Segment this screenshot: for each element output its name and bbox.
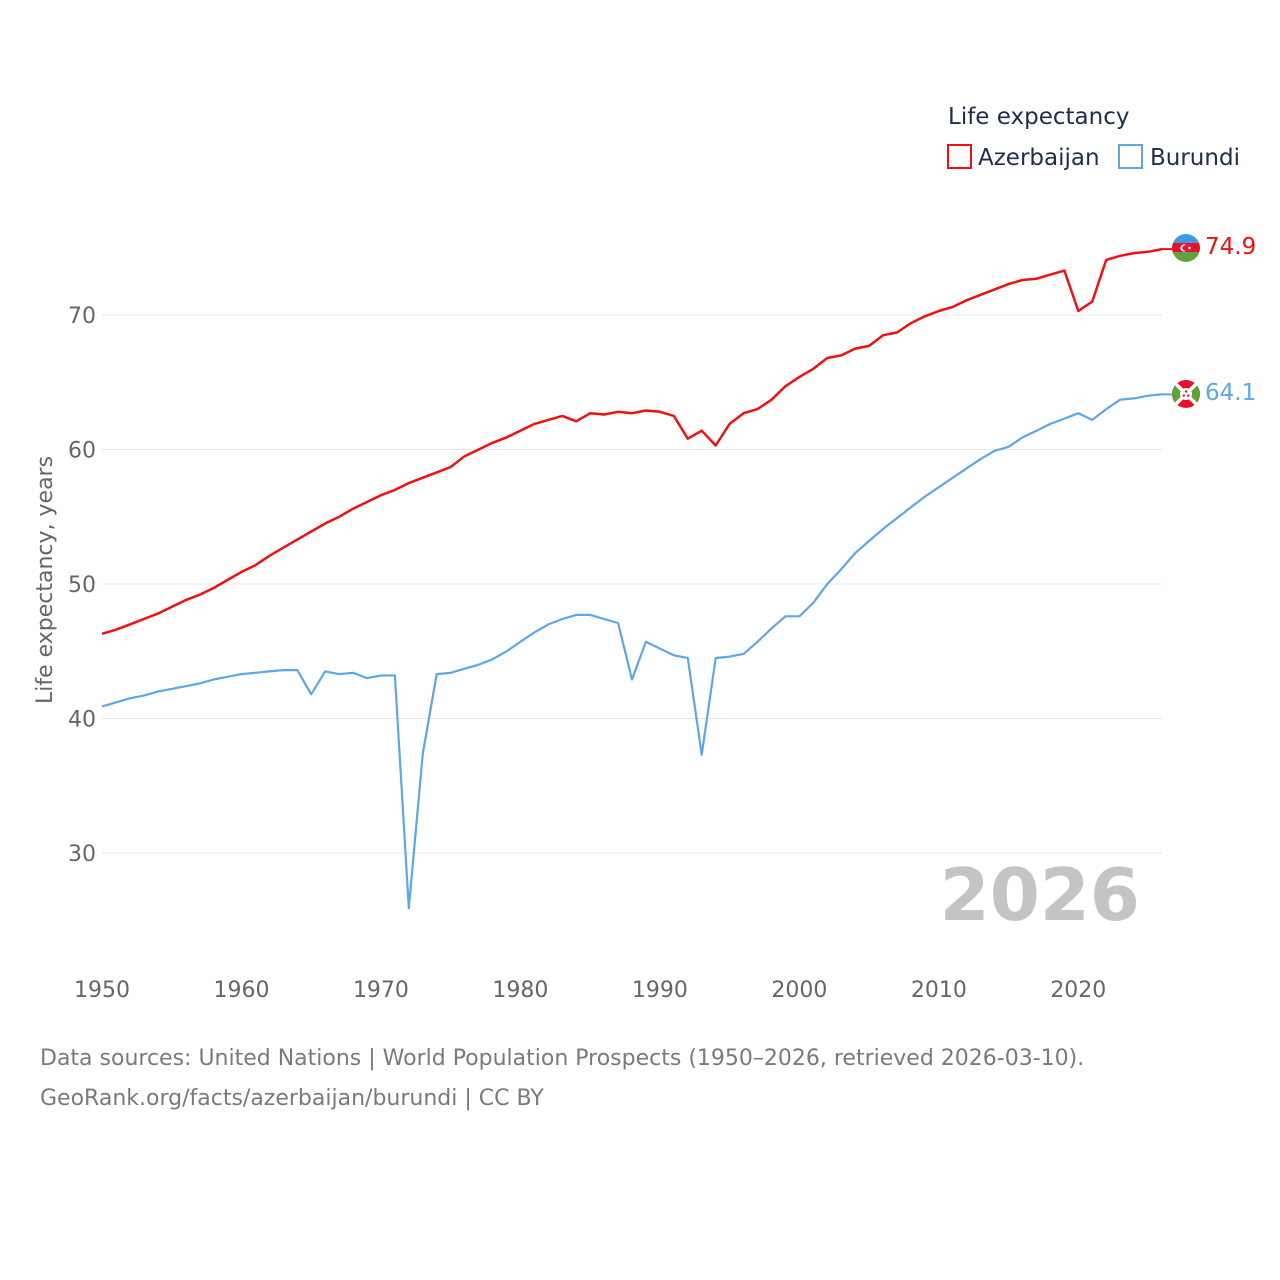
footer-attribution[interactable]: GeoRank.org/facts/azerbaijan/burundi | C…: [40, 1086, 544, 1111]
legend-label-azerbaijan[interactable]: Azerbaijan: [978, 145, 1100, 171]
legend-swatch-burundi[interactable]: [1118, 144, 1143, 169]
end-label-azerbaijan: 74.9: [1205, 234, 1256, 260]
x-tick-label: 1950: [74, 978, 130, 1003]
gridlines: [102, 314, 1162, 854]
x-tick-label: 2010: [911, 978, 967, 1003]
x-axis-ticks: 1950 1960 1970 1980 1990 2000 2010 2020: [74, 978, 1106, 1003]
y-tick-label: 70: [68, 304, 96, 329]
series-line-azerbaijan[interactable]: [101, 247, 1163, 635]
series-line-burundi[interactable]: [101, 393, 1163, 910]
year-watermark: 2026: [940, 853, 1140, 937]
burundi-flag-icon: [1172, 380, 1200, 408]
legend: Life expectancy Azerbaijan Burundi: [947, 104, 1240, 171]
footer-sources: Data sources: United Nations | World Pop…: [40, 1046, 1085, 1071]
y-axis-title: Life expectancy, years: [33, 456, 58, 704]
y-tick-label: 60: [68, 439, 96, 464]
x-tick-label: 2000: [771, 978, 827, 1003]
end-label-burundi: 64.1: [1205, 380, 1256, 406]
series-lines: [101, 247, 1172, 910]
x-tick-label: 2020: [1050, 978, 1106, 1003]
legend-label-burundi[interactable]: Burundi: [1150, 145, 1240, 171]
y-tick-label: 30: [68, 842, 96, 867]
x-tick-label: 1980: [492, 978, 548, 1003]
y-tick-label: 40: [68, 708, 96, 733]
x-tick-label: 1970: [353, 978, 409, 1003]
x-tick-label: 1960: [213, 978, 269, 1003]
x-tick-label: 1990: [632, 978, 688, 1003]
y-tick-label: 50: [68, 573, 96, 598]
legend-swatch-azerbaijan[interactable]: [947, 144, 972, 169]
y-axis-ticks: 30 40 50 60 70: [68, 304, 96, 867]
legend-title: Life expectancy: [948, 104, 1129, 130]
azerbaijan-flag-icon: [1172, 234, 1200, 262]
